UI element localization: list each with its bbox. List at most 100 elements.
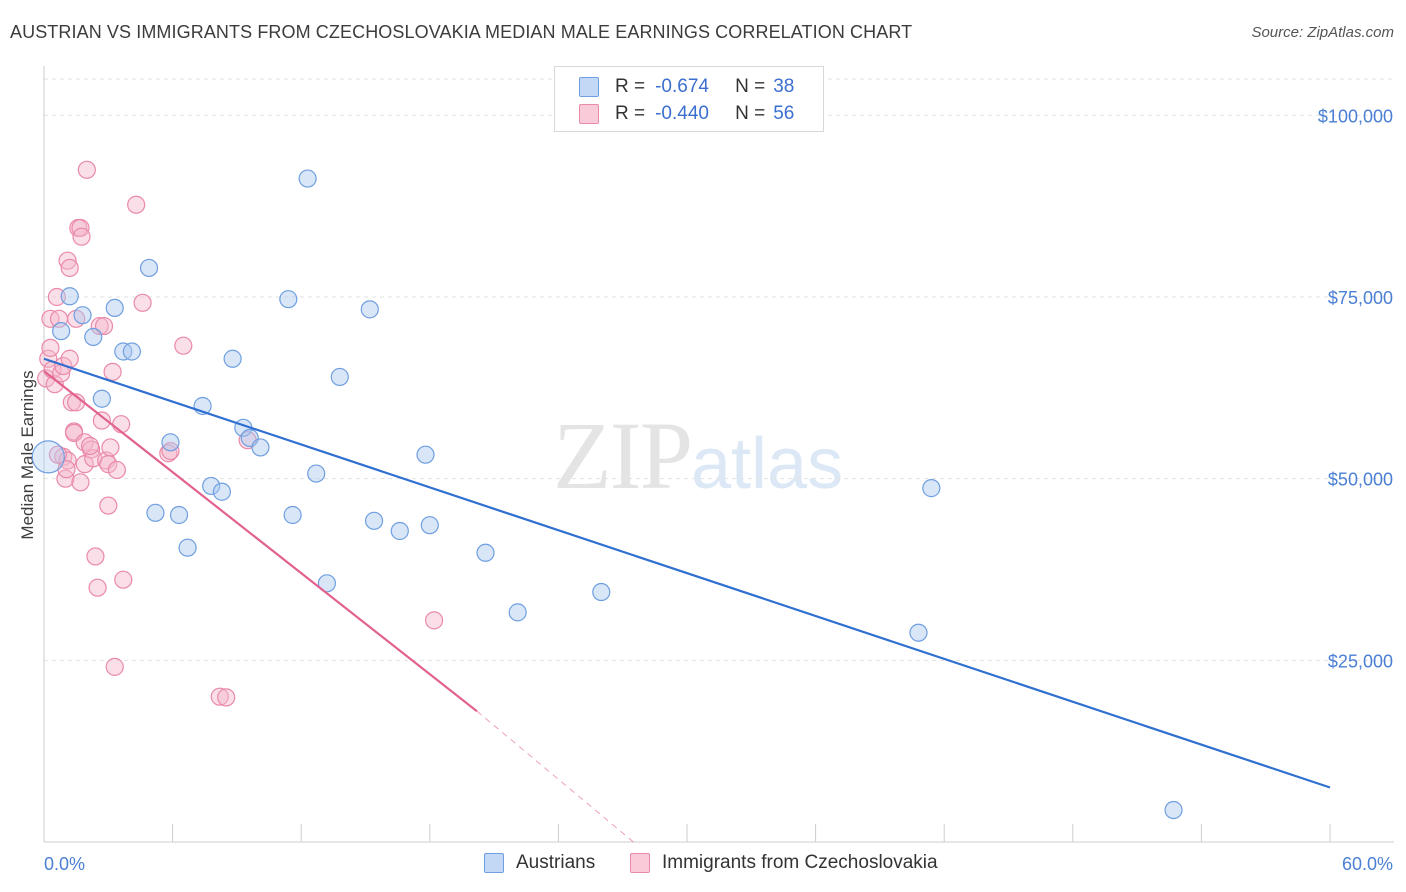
czech-point <box>72 227 91 246</box>
austrian-point <box>31 440 65 474</box>
austrian-point <box>178 538 197 557</box>
y-tick-label: $25,000 <box>1328 651 1393 671</box>
austrian-point <box>122 342 141 361</box>
czech-point <box>80 436 100 456</box>
legend-row-austrians: R = -0.674 N = 38 <box>579 75 794 99</box>
czech-r-label: R = <box>615 103 646 124</box>
czech-point <box>114 570 133 589</box>
czech-point <box>92 411 111 430</box>
axes <box>43 66 1394 843</box>
x-tick-label-min: 0.0% <box>44 854 85 874</box>
austrian-point <box>330 367 349 387</box>
czech-point <box>45 375 64 394</box>
austrian-point <box>169 505 189 525</box>
austrian-point <box>416 445 435 464</box>
czech-trend-line <box>43 370 478 713</box>
austrians-n-value: 38 <box>773 76 795 97</box>
austrian-point <box>139 258 159 278</box>
czech-point <box>71 473 90 492</box>
y-tick-label: $75,000 <box>1328 288 1393 308</box>
czech-point <box>174 336 193 355</box>
austrian-point <box>283 505 302 525</box>
czech-point <box>217 688 236 707</box>
austrian-point <box>146 503 165 522</box>
austrian-point <box>390 521 409 541</box>
austrian-point <box>592 582 611 602</box>
austrian-point <box>92 389 111 408</box>
austrian-point <box>212 482 231 501</box>
czech-point <box>94 316 114 336</box>
bottom-austrians-swatch <box>484 853 504 873</box>
austrian-point <box>52 322 71 341</box>
trend-lines <box>43 357 1331 843</box>
austrian-point <box>909 623 928 642</box>
czech-point <box>58 251 77 270</box>
czech-point <box>127 195 146 214</box>
czech-point <box>60 258 79 278</box>
austrian-point <box>298 169 317 188</box>
x-tick-label-max: 60.0% <box>1342 854 1393 874</box>
bottom-czech-swatch <box>630 853 650 873</box>
austrian-point <box>420 516 439 535</box>
tick-labels: $25,000 $50,000 $75,000 $100,000 0.0% 60.0% <box>44 106 1393 874</box>
czech-point <box>56 469 75 488</box>
czech-point <box>99 496 118 515</box>
austrian-point <box>202 476 221 496</box>
austrian-point <box>84 327 103 347</box>
y-tick-label: $50,000 <box>1328 470 1393 490</box>
austrian-point <box>476 543 495 562</box>
austrian-point <box>105 298 124 317</box>
czech-point <box>133 293 152 312</box>
y-tick-label: $100,000 <box>1318 106 1393 126</box>
austrian-point <box>364 511 384 530</box>
austrian-point <box>73 306 92 325</box>
czech-point <box>107 460 126 480</box>
austrian-point <box>508 603 527 622</box>
austrians-n-label: N = <box>735 76 766 97</box>
austrian-point <box>279 290 298 309</box>
austrian-point <box>307 464 326 483</box>
czech-n-value: 56 <box>773 103 795 124</box>
legend-row-czech: R = -0.440 N = 56 <box>579 102 794 126</box>
czech-point <box>210 687 229 706</box>
czech-r-value: -0.440 <box>655 103 709 124</box>
bottom-legend-czech: Immigrants from Czechoslovakia <box>630 852 938 874</box>
austrian-point <box>161 433 180 452</box>
gridlines <box>44 78 1394 661</box>
austrian-point <box>251 438 270 457</box>
austrian-point <box>922 479 941 498</box>
source-label: Source: ZipAtlas.com <box>1251 24 1394 41</box>
czech-point <box>77 160 96 179</box>
czech-n-label: N = <box>735 103 766 124</box>
czech-point <box>88 578 107 597</box>
austrian-point <box>317 574 337 593</box>
chart-title: AUSTRIAN VS IMMIGRANTS FROM CZECHOSLOVAK… <box>10 22 913 42</box>
czech-trend-extension <box>476 710 634 843</box>
bottom-austrians-label: Austrians <box>516 852 596 873</box>
austrians-swatch <box>579 77 599 97</box>
bottom-legend-austrians: Austrians <box>484 852 595 874</box>
czech-point <box>86 547 105 566</box>
czech-point <box>41 338 60 357</box>
czech-point <box>48 445 68 464</box>
bottom-czech-label: Immigrants from Czechoslovakia <box>662 852 938 873</box>
czech-point <box>112 415 131 434</box>
czech-point <box>47 287 66 307</box>
czech-point <box>424 611 444 630</box>
austrian-point <box>1164 800 1183 820</box>
austrians-r-label: R = <box>615 76 646 97</box>
austrian-points <box>31 169 1183 820</box>
austrians-r-value: -0.674 <box>655 76 709 97</box>
czech-point <box>39 349 58 368</box>
czech-swatch <box>579 104 599 124</box>
austrian-point <box>60 287 79 306</box>
czech-point <box>101 438 120 457</box>
austrian-point <box>223 349 242 368</box>
czech-point <box>105 657 124 676</box>
austrian-point <box>360 300 379 319</box>
czech-point <box>103 362 122 381</box>
austrians-trend-line <box>43 357 1331 789</box>
correlation-legend: R = -0.674 N = 38 R = -0.440 N = 56 <box>554 66 824 132</box>
czech-point <box>90 316 109 336</box>
